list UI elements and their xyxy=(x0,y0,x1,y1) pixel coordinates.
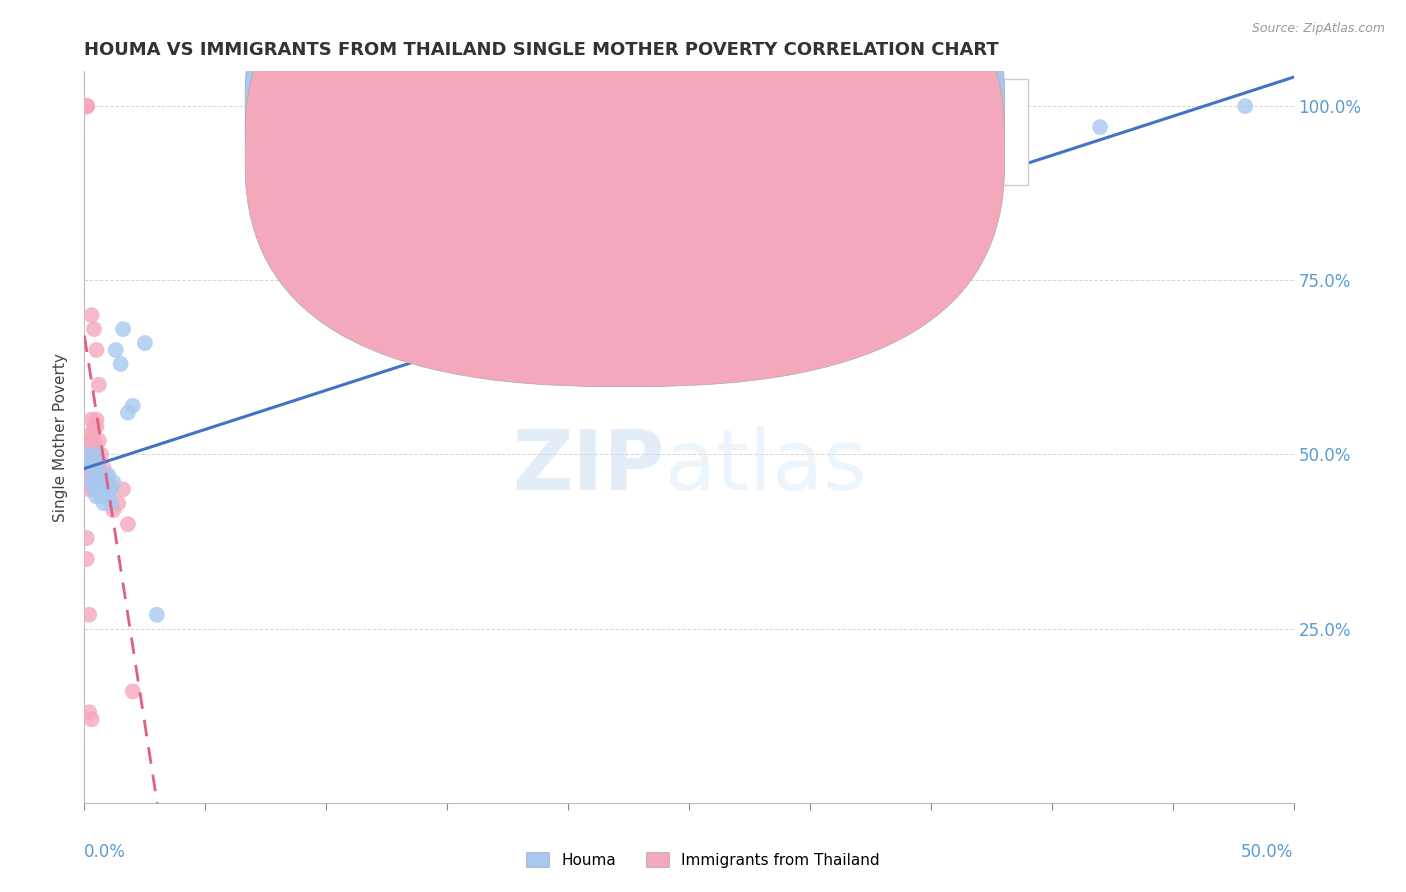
Point xyxy=(86,419,108,434)
Point xyxy=(80,475,103,490)
Point xyxy=(76,531,98,545)
Point xyxy=(80,308,103,322)
Text: N =: N = xyxy=(831,141,869,159)
Point xyxy=(76,99,98,113)
Text: 0.385: 0.385 xyxy=(720,141,772,159)
Point xyxy=(121,684,143,698)
Text: 49: 49 xyxy=(894,141,918,159)
Point xyxy=(97,468,120,483)
Point xyxy=(117,517,139,532)
Point xyxy=(86,412,108,426)
Point xyxy=(77,434,100,448)
Point xyxy=(103,503,125,517)
Text: R =: R = xyxy=(657,101,692,120)
Point xyxy=(93,496,115,510)
Point xyxy=(86,489,108,503)
Point xyxy=(100,496,122,510)
Point xyxy=(77,448,100,462)
Point xyxy=(93,461,115,475)
Point xyxy=(83,468,105,483)
Text: N =: N = xyxy=(831,101,869,120)
Point xyxy=(80,475,103,490)
Point xyxy=(86,448,108,462)
Y-axis label: Single Mother Poverty: Single Mother Poverty xyxy=(53,352,69,522)
Point xyxy=(87,475,110,490)
Point xyxy=(104,343,127,357)
Point xyxy=(87,468,110,483)
Point xyxy=(134,336,156,351)
Point xyxy=(83,448,105,462)
Point xyxy=(86,448,108,462)
Text: 50.0%: 50.0% xyxy=(1241,843,1294,861)
Text: atlas: atlas xyxy=(665,425,866,507)
Text: 29: 29 xyxy=(894,101,918,120)
Point xyxy=(121,399,143,413)
Point xyxy=(87,434,110,448)
Point xyxy=(80,461,103,475)
Point xyxy=(80,454,103,468)
Point xyxy=(1234,99,1257,113)
Point xyxy=(117,406,139,420)
FancyBboxPatch shape xyxy=(245,0,1004,386)
Point xyxy=(83,322,105,336)
Point xyxy=(94,483,117,497)
Point xyxy=(76,99,98,113)
Point xyxy=(87,454,110,468)
Point xyxy=(112,322,135,336)
Text: Source: ZipAtlas.com: Source: ZipAtlas.com xyxy=(1251,22,1385,36)
Point xyxy=(76,552,98,566)
Point xyxy=(112,483,135,497)
Legend: Houma, Immigrants from Thailand: Houma, Immigrants from Thailand xyxy=(520,846,886,873)
Point xyxy=(83,434,105,448)
Point xyxy=(86,343,108,357)
Point xyxy=(77,483,100,497)
Point xyxy=(90,448,112,462)
Point xyxy=(1088,120,1111,134)
Point xyxy=(77,468,100,483)
Point xyxy=(76,99,98,113)
Point xyxy=(100,483,122,497)
Point xyxy=(107,496,129,510)
Point xyxy=(76,99,98,113)
Point xyxy=(97,489,120,503)
Point xyxy=(76,99,98,113)
Point xyxy=(83,419,105,434)
Point xyxy=(76,99,98,113)
Point xyxy=(83,483,105,497)
Point xyxy=(77,461,100,475)
Text: R =: R = xyxy=(657,141,692,159)
Point xyxy=(87,377,110,392)
Point xyxy=(77,607,100,622)
Point xyxy=(90,468,112,483)
Point xyxy=(80,434,103,448)
Point xyxy=(80,412,103,426)
Text: ZIP: ZIP xyxy=(512,425,665,507)
FancyBboxPatch shape xyxy=(581,78,1028,185)
Text: HOUMA VS IMMIGRANTS FROM THAILAND SINGLE MOTHER POVERTY CORRELATION CHART: HOUMA VS IMMIGRANTS FROM THAILAND SINGLE… xyxy=(84,41,1000,59)
Point xyxy=(100,483,122,497)
Point xyxy=(94,468,117,483)
Point xyxy=(80,426,103,441)
Point xyxy=(77,454,100,468)
Point xyxy=(110,357,132,371)
Point xyxy=(76,99,98,113)
Text: 0.0%: 0.0% xyxy=(84,843,127,861)
Point xyxy=(103,475,125,490)
Point xyxy=(80,448,103,462)
Text: 0.707: 0.707 xyxy=(720,101,772,120)
Point xyxy=(76,99,98,113)
Point xyxy=(97,475,120,490)
Point xyxy=(146,607,169,622)
FancyBboxPatch shape xyxy=(245,0,1004,347)
Point xyxy=(76,448,98,462)
Point xyxy=(80,712,103,726)
Point xyxy=(77,475,100,490)
Point xyxy=(90,489,112,503)
Point xyxy=(76,99,98,113)
Point xyxy=(77,705,100,719)
Point xyxy=(93,475,115,490)
Point xyxy=(83,461,105,475)
